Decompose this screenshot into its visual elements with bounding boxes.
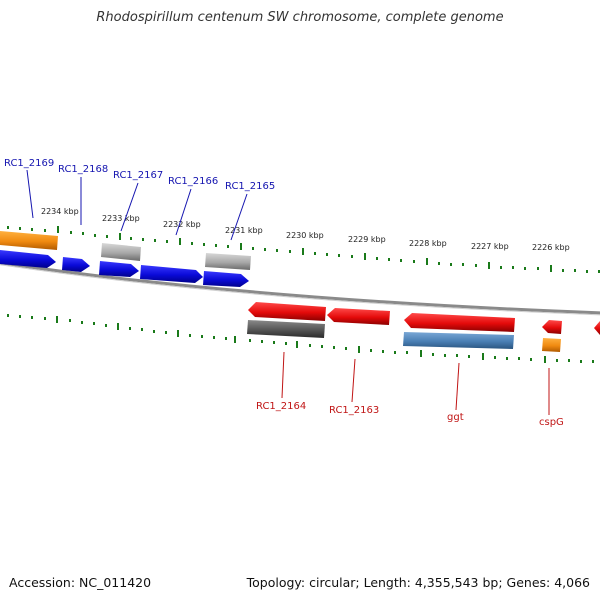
- gene-red-2[interactable]: [327, 308, 390, 325]
- gene-label-rc1-2169[interactable]: RC1_2169: [4, 158, 54, 169]
- scale-label-2226: 2226 kbp: [532, 243, 570, 252]
- gene-red-3[interactable]: [404, 313, 515, 332]
- gene-label-rc1-2168[interactable]: RC1_2168: [58, 164, 108, 175]
- lower-tick-track: [7, 314, 594, 363]
- scale-label-2229: 2229 kbp: [348, 235, 386, 244]
- gene-blue-4[interactable]: [140, 265, 203, 283]
- scale-label-2228: 2228 kbp: [409, 239, 447, 248]
- callout-line-rc1-2169: [26, 169, 34, 219]
- gene-blue-5[interactable]: [203, 271, 249, 287]
- gene-red-5[interactable]: [594, 321, 600, 335]
- gene-steelblue[interactable]: [403, 332, 514, 349]
- callout-line-ggt: [455, 362, 460, 411]
- gene-gray-upper-2[interactable]: [205, 253, 251, 270]
- gene-blue-2[interactable]: [62, 257, 90, 272]
- callout-line-rc1-2163: [351, 358, 356, 403]
- gene-dark-gray[interactable]: [247, 320, 325, 338]
- gene-blue-1[interactable]: [0, 250, 56, 268]
- scale-label-2234: 2234 kbp: [41, 207, 79, 216]
- gene-label-ggt[interactable]: ggt: [447, 412, 464, 423]
- gene-blue-3[interactable]: [99, 261, 139, 277]
- callout-line-rc1-2165: [230, 193, 248, 241]
- scale-label-2227: 2227 kbp: [471, 242, 509, 251]
- callout-line-rc1-2164: [281, 351, 285, 399]
- upper-tick-track: [7, 226, 600, 273]
- gene-label-rc1-2167[interactable]: RC1_2167: [113, 170, 163, 181]
- accession-text: Accession: NC_011420: [9, 575, 152, 590]
- scale-label-2232: 2232 kbp: [163, 220, 201, 229]
- callout-line-rc1-2166: [175, 188, 192, 236]
- callout-line-rc1-2167: [120, 182, 139, 232]
- scale-label-2233: 2233 kbp: [102, 214, 140, 223]
- gene-label-rc1-2164[interactable]: RC1_2164: [256, 401, 306, 412]
- gene-red-4[interactable]: [542, 320, 562, 334]
- gene-orange-upper[interactable]: [0, 231, 58, 250]
- genome-summary-text: Topology: circular; Length: 4,355,543 bp…: [246, 575, 590, 590]
- scale-label-2230: 2230 kbp: [286, 231, 324, 240]
- map-title: Rhodospirillum centenum SW chromosome, c…: [96, 10, 504, 25]
- gene-label-rc1-2165[interactable]: RC1_2165: [225, 181, 275, 192]
- gene-label-rc1-2166[interactable]: RC1_2166: [168, 176, 218, 187]
- gene-red-1[interactable]: [248, 302, 326, 321]
- scale-label-2231: 2231 kbp: [225, 226, 263, 235]
- gene-orange-lower[interactable]: [542, 338, 561, 352]
- chromosome-backbone: [0, 261, 600, 315]
- gene-gray-upper-1[interactable]: [101, 243, 141, 261]
- gene-label-rc1-2163[interactable]: RC1_2163: [329, 405, 379, 416]
- gene-label-cspg[interactable]: cspG: [539, 417, 564, 428]
